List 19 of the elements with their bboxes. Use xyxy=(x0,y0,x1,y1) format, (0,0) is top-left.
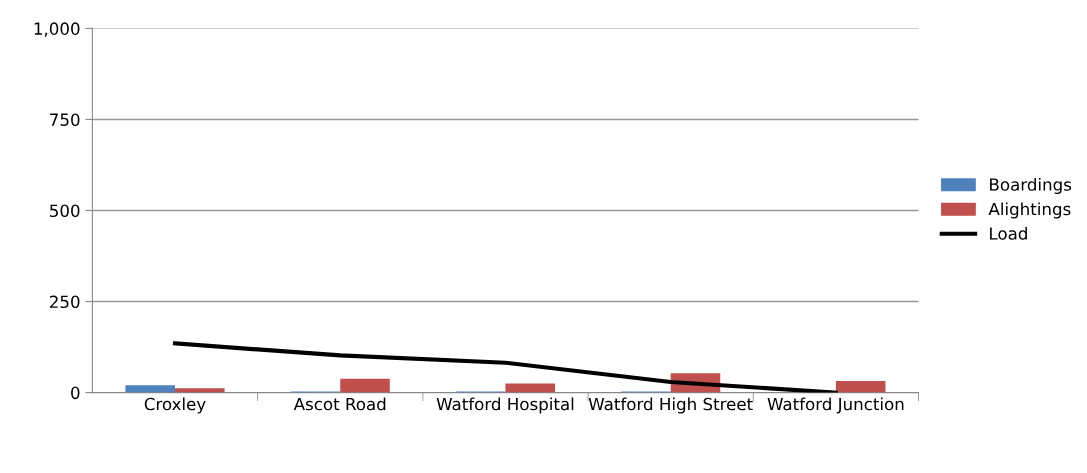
y-tick-label: 750 xyxy=(50,113,80,126)
x-tick-label: Watford Junction xyxy=(767,397,904,414)
bar xyxy=(340,378,390,393)
legend-label: Load xyxy=(990,226,1027,240)
bar xyxy=(835,380,886,393)
y-tick-label: 500 xyxy=(50,204,80,218)
legend-label: Alightings xyxy=(988,202,1071,219)
legend-label: Boardings xyxy=(990,177,1072,195)
x-tick-label: Watford Hospital xyxy=(436,397,574,414)
x-tick-label: Croxley xyxy=(144,397,206,414)
bar xyxy=(505,383,556,393)
y-tick-label: 0 xyxy=(71,386,80,400)
y-tick-label: 250 xyxy=(50,295,80,309)
bar xyxy=(125,385,176,393)
x-tick-label: Ascot Road xyxy=(293,397,386,411)
x-tick-label: Watford High Street xyxy=(588,397,753,414)
y-tick-label: 1,000 xyxy=(34,22,80,37)
bar xyxy=(175,388,225,393)
line-series xyxy=(172,341,838,393)
